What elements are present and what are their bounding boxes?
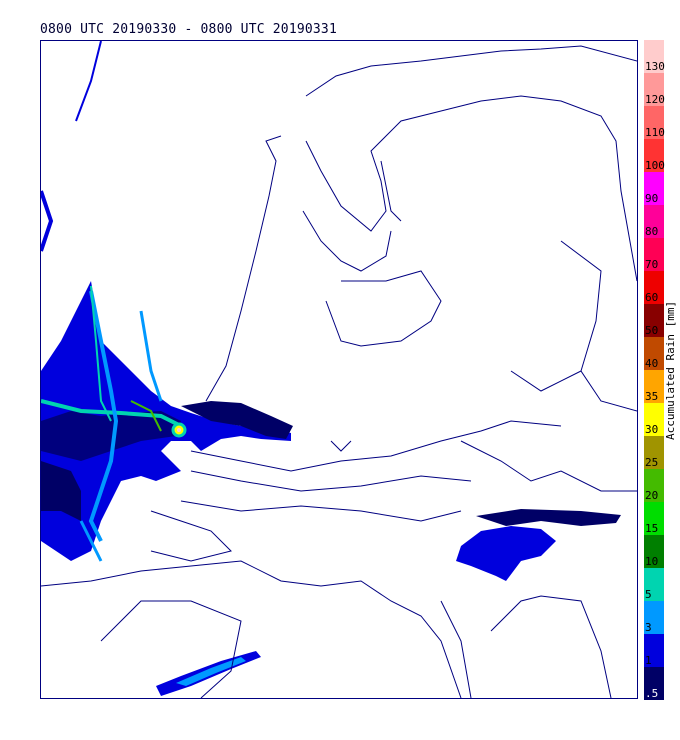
colorbar-bin: 80	[644, 205, 664, 238]
colorbar-bin: 90	[644, 172, 664, 205]
colorbar-tick-label: 50	[645, 324, 659, 337]
rain-track-1	[40, 399, 182, 428]
colorbar-bin: 10	[644, 535, 664, 568]
province-line-2	[460, 440, 637, 492]
rain-track-2	[88, 290, 119, 542]
rain-track-8	[139, 310, 163, 402]
colorbar-tick-label: 40	[645, 357, 659, 370]
colorbar-bin: 70	[644, 238, 664, 271]
ijsselmeer	[302, 210, 392, 272]
colorbar-tick-label: 60	[645, 291, 659, 304]
radar-map	[39, 40, 638, 699]
rain-band-north	[181, 401, 293, 439]
rain-track-3	[90, 285, 112, 422]
colorbar-bin: 3	[644, 601, 664, 634]
colorbar-tick-label: 20	[645, 489, 659, 502]
colorbar-bin: .5	[644, 667, 664, 700]
border-belgium	[40, 560, 462, 699]
colorbar-bin: 50	[644, 304, 664, 337]
colorbar-tick-label: 30	[645, 423, 659, 436]
colorbar-tick-label: 10	[645, 555, 659, 568]
border-limburg	[440, 600, 472, 699]
rain-band-south-core	[176, 657, 246, 686]
cross-amsterdam	[330, 440, 352, 452]
colorbar-tick-label: 3	[645, 621, 652, 634]
colorbar-tick-label: 90	[645, 192, 659, 205]
colorbar-tick-label: 80	[645, 225, 659, 238]
zeeland-islands	[150, 510, 232, 562]
river-maas	[180, 500, 462, 522]
rain-hotspot-center	[177, 428, 181, 432]
map-title: 0800 UTC 20190330 - 0800 UTC 20190331	[40, 22, 337, 37]
colorbar-bin: 1	[644, 634, 664, 667]
colorbar-tick-label: 25	[645, 456, 659, 469]
flevoland	[325, 270, 442, 347]
province-line-1	[380, 160, 402, 222]
coast-den-helder	[265, 135, 282, 197]
colorbar-tick-label: 35	[645, 390, 659, 403]
rain-area-west-core	[41, 411, 181, 461]
rain-track-4	[39, 190, 54, 252]
colorbar-bin: 110	[644, 106, 665, 139]
river-rhine	[190, 420, 562, 472]
coastlines-borders	[40, 45, 638, 699]
colorbar-tick-label: 130	[645, 60, 665, 73]
province-line-3	[510, 370, 582, 392]
colorbar-bin: 20	[644, 469, 664, 502]
colorbar-bin: 100	[644, 139, 665, 172]
colorbar-tick-label: 100	[645, 159, 665, 172]
wadden-islands	[305, 45, 638, 97]
colorbar-bin: 130	[644, 40, 665, 73]
colorbar-bin: 5	[644, 568, 664, 601]
colorbar: 130 120 110 100 90 80 70 60 50 40 35 30 25 20 15 10 5 3 1.…	[644, 40, 665, 700]
border-germany	[490, 595, 612, 699]
border-east	[560, 240, 638, 412]
coast-north	[305, 95, 638, 282]
river-waal	[190, 470, 472, 492]
coastline-holland	[205, 195, 270, 402]
colorbar-bin: 40	[644, 337, 664, 370]
colorbar-bin: 120	[644, 73, 665, 106]
rain-track-6	[79, 520, 103, 562]
colorbar-tick-label: 120	[645, 93, 665, 106]
colorbar-tick-label: 1	[645, 654, 652, 667]
border-belgium-2	[100, 600, 242, 699]
rain-area-east-dark	[476, 509, 621, 526]
rain-area-sw	[41, 461, 81, 521]
map-canvas	[39, 40, 638, 699]
rain-track-5	[75, 40, 102, 122]
colorbar-label: Accumulated Rain [mm]	[664, 300, 677, 440]
colorbar-bin: 15	[644, 502, 664, 535]
colorbar-bin: 60	[644, 271, 664, 304]
colorbar-tick-label: 15	[645, 522, 659, 535]
rain-area-east	[456, 526, 556, 581]
colorbar-bin: 25	[644, 436, 664, 469]
colorbar-bin: 35	[644, 370, 664, 403]
colorbar-tick-label: .5	[645, 687, 659, 700]
colorbar-bin: 30	[644, 403, 664, 436]
colorbar-tick-label: 70	[645, 258, 659, 271]
rain-track-7	[130, 400, 162, 432]
rain-fields	[39, 40, 621, 696]
colorbar-tick-label: 110	[645, 126, 665, 139]
colorbar-tick-label: 5	[645, 588, 652, 601]
